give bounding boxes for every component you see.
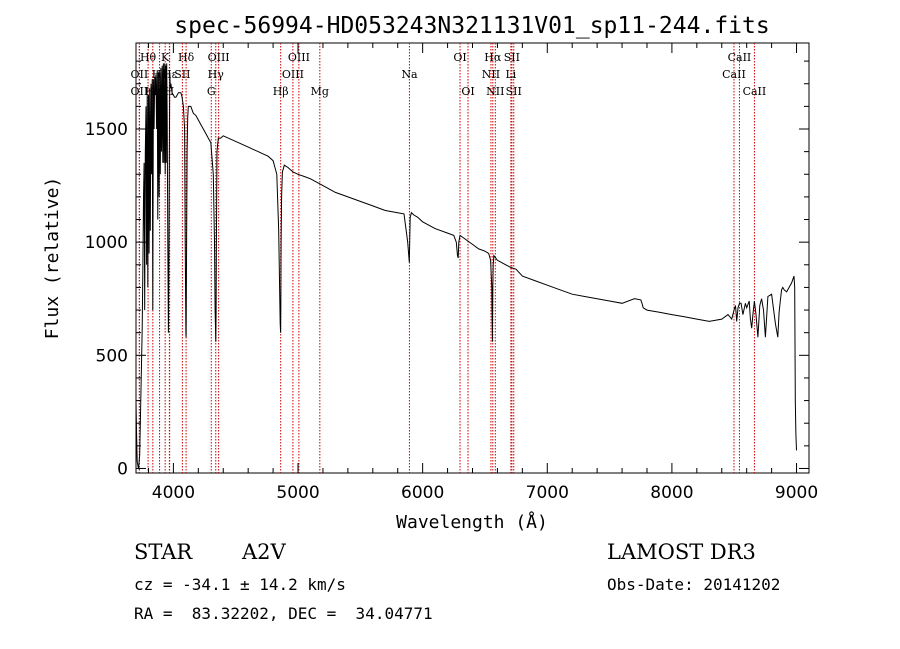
chart-title: spec-56994-HD053243N321131V01_sp11-244.f… bbox=[174, 13, 769, 39]
object-class: STAR bbox=[134, 540, 193, 564]
x-tick-label-0: 4000 bbox=[152, 483, 195, 503]
y-tick-label-2: 1000 bbox=[85, 233, 128, 253]
x-tick-label-1: 5000 bbox=[276, 483, 319, 503]
marker-label-23: SII bbox=[504, 51, 520, 64]
x-tick-label-4: 8000 bbox=[650, 483, 693, 503]
marker-label-1: OII bbox=[131, 68, 149, 81]
marker-label-25: SII bbox=[506, 85, 522, 98]
spectrum-line bbox=[135, 63, 797, 469]
marker-label-19: OI bbox=[461, 85, 474, 98]
y-tick-label-1: 500 bbox=[96, 346, 128, 366]
marker-label-2: OII bbox=[131, 85, 149, 98]
survey-name: LAMOST DR3 bbox=[607, 540, 756, 564]
marker-label-10: OIII bbox=[208, 51, 230, 64]
marker-label-28: CaII bbox=[743, 85, 767, 98]
marker-label-8: SII bbox=[174, 68, 190, 81]
x-tick-label-3: 7000 bbox=[526, 483, 569, 503]
redshift-text: cz = -34.1 ± 14.2 km/s bbox=[134, 575, 346, 594]
line-markers bbox=[138, 43, 755, 473]
marker-label-12: G bbox=[207, 85, 216, 98]
observation-date: Obs-Date: 20141202 bbox=[607, 575, 781, 594]
y-tick-label-3: 1500 bbox=[85, 120, 128, 140]
plot-frame bbox=[135, 42, 810, 474]
marker-label-21: NII bbox=[482, 68, 500, 81]
marker-label-20: Hα bbox=[484, 51, 502, 64]
marker-label-24: Li bbox=[505, 68, 516, 81]
marker-label-27: CaII bbox=[722, 68, 746, 81]
marker-label-14: OIII bbox=[282, 68, 304, 81]
marker-label-16: Mg bbox=[311, 85, 329, 98]
marker-label-11: Hγ bbox=[208, 68, 225, 81]
x-tick-label-2: 6000 bbox=[401, 483, 444, 503]
marker-label-22: NII bbox=[486, 85, 504, 98]
axes: 4000 5000 6000 7000 8000 9000 0 500 1000 1500 bbox=[85, 43, 818, 503]
x-axis-label: Wavelength (Å) bbox=[396, 511, 548, 533]
marker-label-13: Hβ bbox=[273, 85, 289, 98]
subclass: A2V bbox=[242, 540, 286, 564]
marker-label-15: OIII bbox=[288, 51, 310, 64]
x-tick-label-5: 9000 bbox=[775, 483, 818, 503]
y-tick-label-0: 0 bbox=[117, 459, 128, 479]
coordinates-text: RA = 83.32202, DEC = 34.04771 bbox=[134, 604, 433, 623]
marker-label-5: K bbox=[161, 51, 170, 64]
y-axis-label: Flux (relative) bbox=[42, 177, 63, 340]
marker-label-17: Na bbox=[401, 68, 418, 81]
marker-label-26: CaII bbox=[728, 51, 752, 64]
marker-label-0: Hθ bbox=[140, 51, 157, 64]
marker-label-18: OI bbox=[453, 51, 466, 64]
marker-label-9: Hδ bbox=[178, 51, 195, 64]
